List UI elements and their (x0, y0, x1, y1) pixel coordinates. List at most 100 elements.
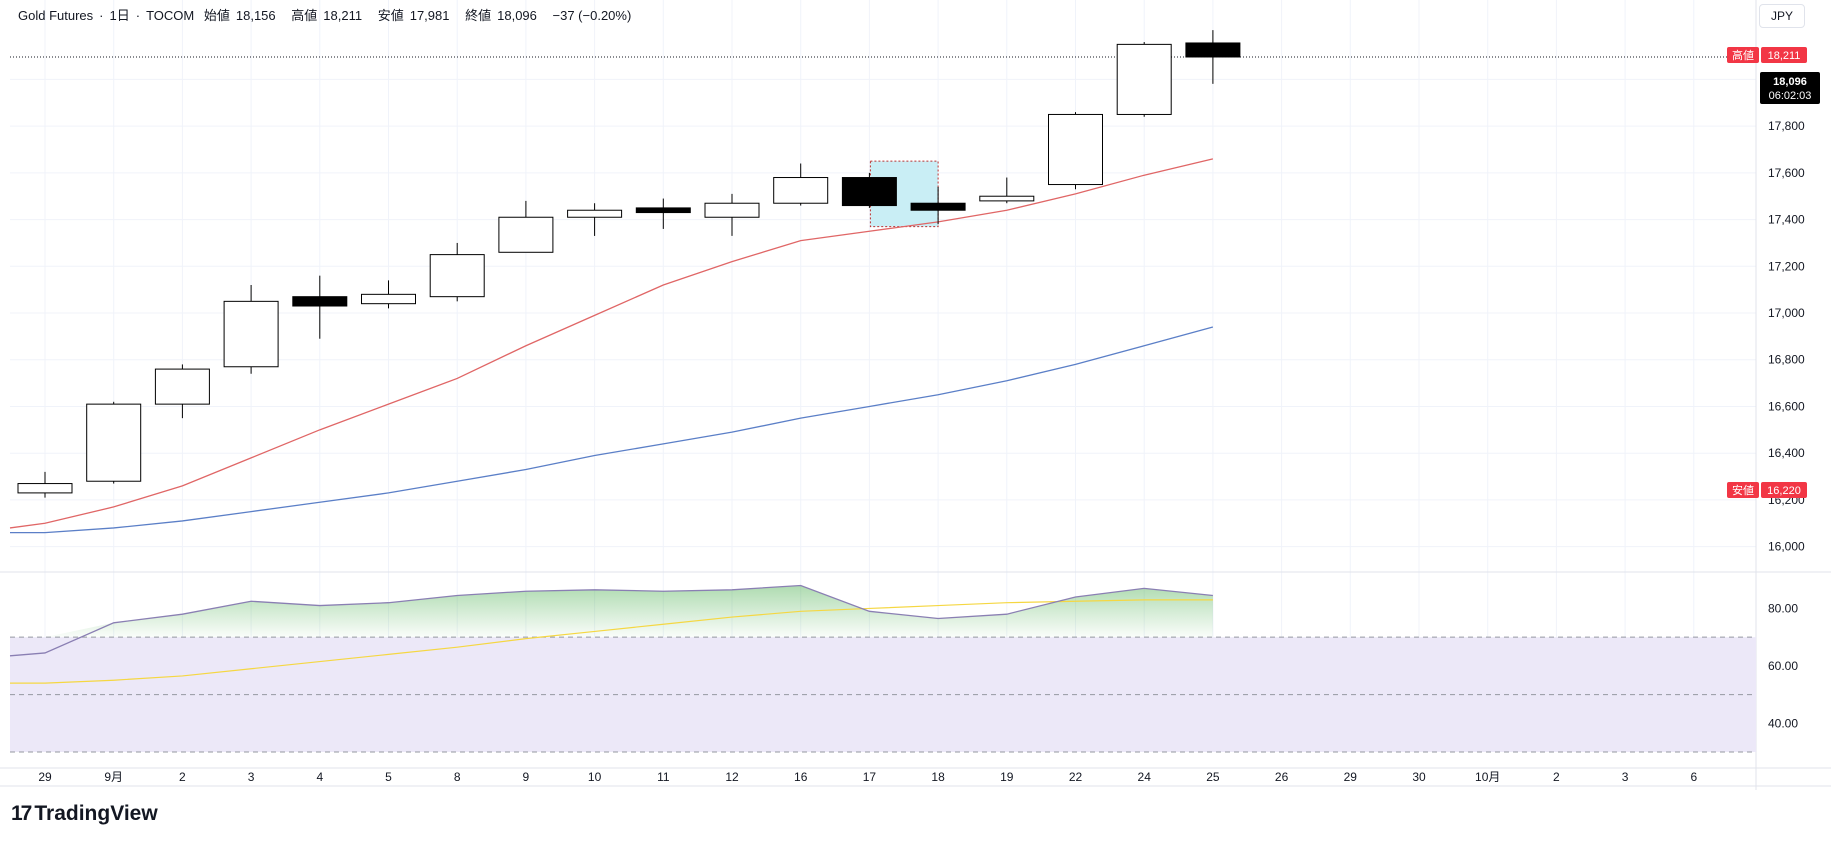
time-tick-label: 17 (863, 770, 877, 784)
price-tick-label: 16,000 (1768, 540, 1805, 554)
time-tick-label: 29 (38, 770, 52, 784)
candle (567, 203, 623, 236)
change-value: −37 (−0.20%) (552, 8, 632, 23)
time-tick-label: 30 (1412, 770, 1426, 784)
time-tick-label: 11 (657, 770, 670, 784)
candle-body (704, 202, 760, 218)
time-tick-label: 2 (1553, 770, 1560, 784)
time-tick-label: 26 (1275, 770, 1289, 784)
time-tick-label: 2 (179, 770, 186, 784)
tradingview-logo[interactable]: 17 TradingView (11, 802, 158, 825)
price-tick-label: 17,600 (1768, 166, 1805, 180)
candle (498, 200, 554, 253)
price-tick-label: 16,800 (1768, 353, 1805, 367)
high-price-tag: 高値 18,211 (1727, 47, 1807, 63)
candle-body (979, 195, 1035, 202)
candlestick-series (17, 30, 1241, 498)
candle-body (773, 177, 829, 204)
ma-short-line (9, 158, 1214, 529)
price-tags: 高値 18,211 安値 16,220 18,096 06:02:03 (1727, 47, 1820, 498)
candle (154, 364, 210, 419)
time-tick-label: 9 (523, 770, 530, 784)
candle (773, 163, 829, 206)
candle (292, 275, 348, 339)
candle-body (223, 300, 279, 368)
candle-body (1048, 113, 1103, 186)
candle (1116, 42, 1172, 117)
open-value: 始値 18,156 (203, 8, 276, 23)
candle (1185, 30, 1241, 84)
rsi-tick-label: 40.00 (1768, 716, 1798, 730)
rsi-tick-label: 60.00 (1768, 659, 1798, 673)
candle-body (17, 483, 73, 494)
rsi-line (9, 584, 1213, 657)
candle-body (361, 293, 416, 305)
candle (635, 198, 691, 229)
candle (910, 186, 966, 225)
candle-body (429, 254, 485, 298)
moving-averages (9, 56, 1756, 534)
candle (1048, 112, 1103, 190)
svg-text:06:02:03: 06:02:03 (1769, 90, 1812, 102)
ma-long-line (10, 326, 1214, 534)
candle (979, 177, 1035, 204)
candle-body (1185, 42, 1241, 58)
rsi-pane (0, 584, 1756, 753)
time-tick-label: 5 (385, 770, 392, 784)
svg-text:安値: 安値 (1732, 483, 1754, 497)
time-tick-label: 4 (316, 770, 323, 784)
time-tick-label: 10月 (1475, 770, 1500, 784)
header-dot: · (99, 8, 104, 23)
svg-text:18,096: 18,096 (1773, 76, 1807, 88)
price-tick-label: 16,600 (1768, 399, 1805, 413)
candle (223, 284, 279, 374)
candle (841, 172, 897, 208)
price-axis: 16,00016,20016,40016,60016,80017,00017,2… (1768, 72, 1805, 730)
time-tick-label: 16 (794, 770, 808, 784)
time-tick-label: 3 (248, 770, 255, 784)
exchange: TOCOM (146, 8, 195, 23)
time-tick-label: 9月 (104, 770, 123, 784)
candle (86, 401, 142, 484)
svg-text:高値: 高値 (1732, 48, 1754, 62)
candle-body (86, 403, 142, 482)
price-tick-label: 17,400 (1768, 213, 1805, 227)
time-tick-label: 22 (1069, 770, 1083, 784)
candle-body (635, 207, 691, 214)
price-tick-label: 17,800 (1768, 119, 1805, 133)
candle-body (567, 209, 623, 218)
close-value: 終値 18,096 (465, 8, 537, 23)
svg-text:16,220: 16,220 (1767, 485, 1801, 497)
rsi-signal-line (10, 599, 1213, 684)
candle (361, 280, 416, 309)
currency-button[interactable]: JPY (1759, 4, 1805, 28)
candle (17, 471, 73, 498)
price-tick-label: 16,400 (1768, 446, 1805, 460)
interval[interactable]: 1日 (109, 8, 130, 23)
time-tick-label: 29 (1344, 770, 1358, 784)
symbol-header: Gold Futures · 1日 · TOCOM 始値 18,156 高値 18,211 … (18, 5, 637, 24)
low-value: 安値 17,981 (377, 8, 450, 23)
time-tick-label: 19 (1000, 770, 1014, 784)
time-tick-label: 8 (454, 770, 461, 784)
candle (429, 242, 485, 302)
time-tick-label: 12 (725, 770, 739, 784)
header-dot: · (135, 8, 141, 23)
price-tick-label: 17,200 (1768, 259, 1805, 273)
rsi-tick-label: 80.00 (1768, 601, 1798, 615)
candle-body (1116, 43, 1172, 115)
candle-body (498, 216, 554, 253)
candle-body (154, 368, 210, 405)
time-tick-label: 18 (931, 770, 945, 784)
time-tick-label: 6 (1690, 770, 1697, 784)
svg-text:18,211: 18,211 (1768, 50, 1801, 62)
time-tick-label: 24 (1138, 770, 1152, 784)
time-tick-label: 10 (588, 770, 602, 784)
candle-body (910, 202, 966, 211)
candle (704, 193, 760, 236)
candle-body (292, 296, 348, 307)
high-value: 高値 18,211 (291, 8, 363, 23)
symbol-name[interactable]: Gold Futures (18, 8, 94, 23)
tradingview-logo-icon: 17 (11, 802, 32, 825)
